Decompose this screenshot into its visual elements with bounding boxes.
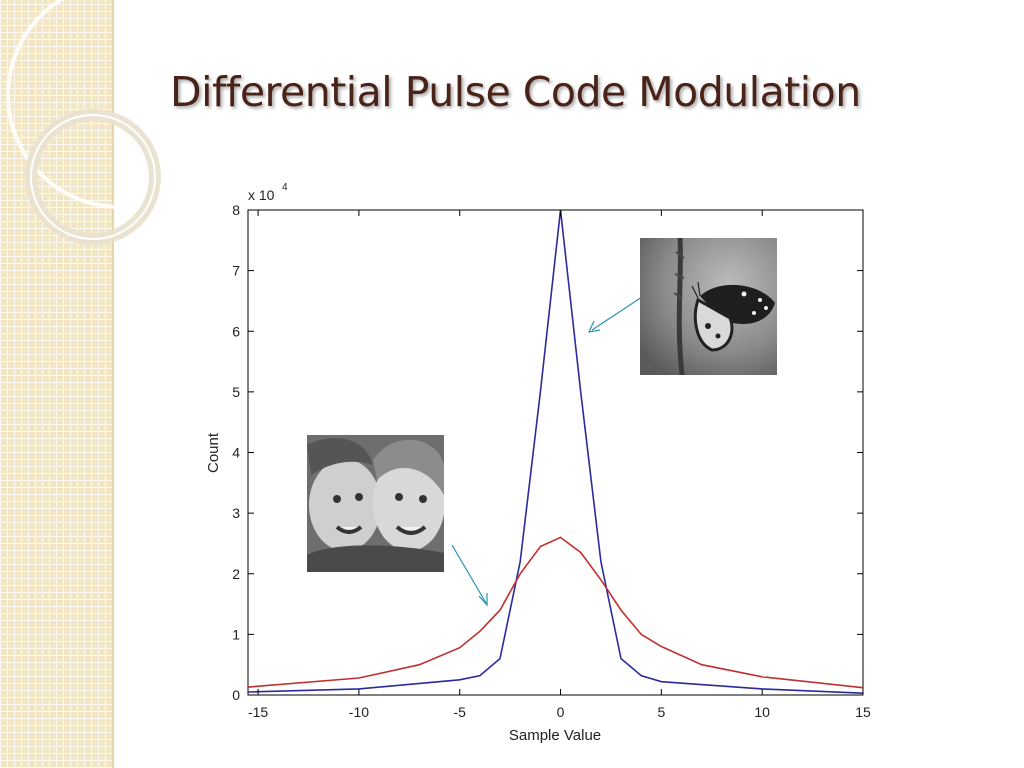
ticks-layer: -15 -10 -5 0 5 10 15 0 1 2 3 4 5 6 7 8 xyxy=(232,202,871,720)
x-tick-label: 10 xyxy=(754,704,770,720)
slide-title: Differential Pulse Code Modulation xyxy=(170,68,861,116)
x-tick-label: 0 xyxy=(557,704,565,720)
y-tick-label: 7 xyxy=(232,263,240,279)
y-tick-label: 8 xyxy=(232,202,240,218)
y-axis-label: Count xyxy=(205,432,222,473)
y-tick-label: 2 xyxy=(232,566,240,582)
butterfly-arrowhead xyxy=(587,320,601,333)
butterfly-arrow xyxy=(591,296,643,331)
children-photo xyxy=(307,435,444,572)
x-tick-label: 15 xyxy=(855,704,871,720)
y-tick-label: 0 xyxy=(232,687,240,703)
y-tick-label: 4 xyxy=(232,445,240,461)
x-tick-label: 5 xyxy=(657,704,665,720)
decorative-sidebar xyxy=(0,0,114,768)
butterfly-photo xyxy=(640,238,777,375)
y-tick-label: 6 xyxy=(232,323,240,339)
y-exponent-power: 4 xyxy=(282,182,288,193)
y-tick-label: 5 xyxy=(232,384,240,400)
y-tick-label: 1 xyxy=(232,626,240,642)
histogram-chart: -15 -10 -5 0 5 10 15 0 1 2 3 4 5 6 7 8 x 10 4 Sample Va… xyxy=(205,182,871,744)
series-line-2 xyxy=(247,536,864,689)
x-axis-label: Sample Value xyxy=(509,727,601,744)
y-exponent-base: x 10 xyxy=(248,187,275,203)
annotation-arrows xyxy=(451,296,643,607)
children-arrowhead xyxy=(478,593,488,607)
children-arrow xyxy=(451,544,487,604)
x-tick-label: -5 xyxy=(453,704,466,720)
x-tick-label: -10 xyxy=(349,704,369,720)
x-tick-label: -15 xyxy=(248,704,268,720)
y-tick-label: 3 xyxy=(232,505,240,521)
